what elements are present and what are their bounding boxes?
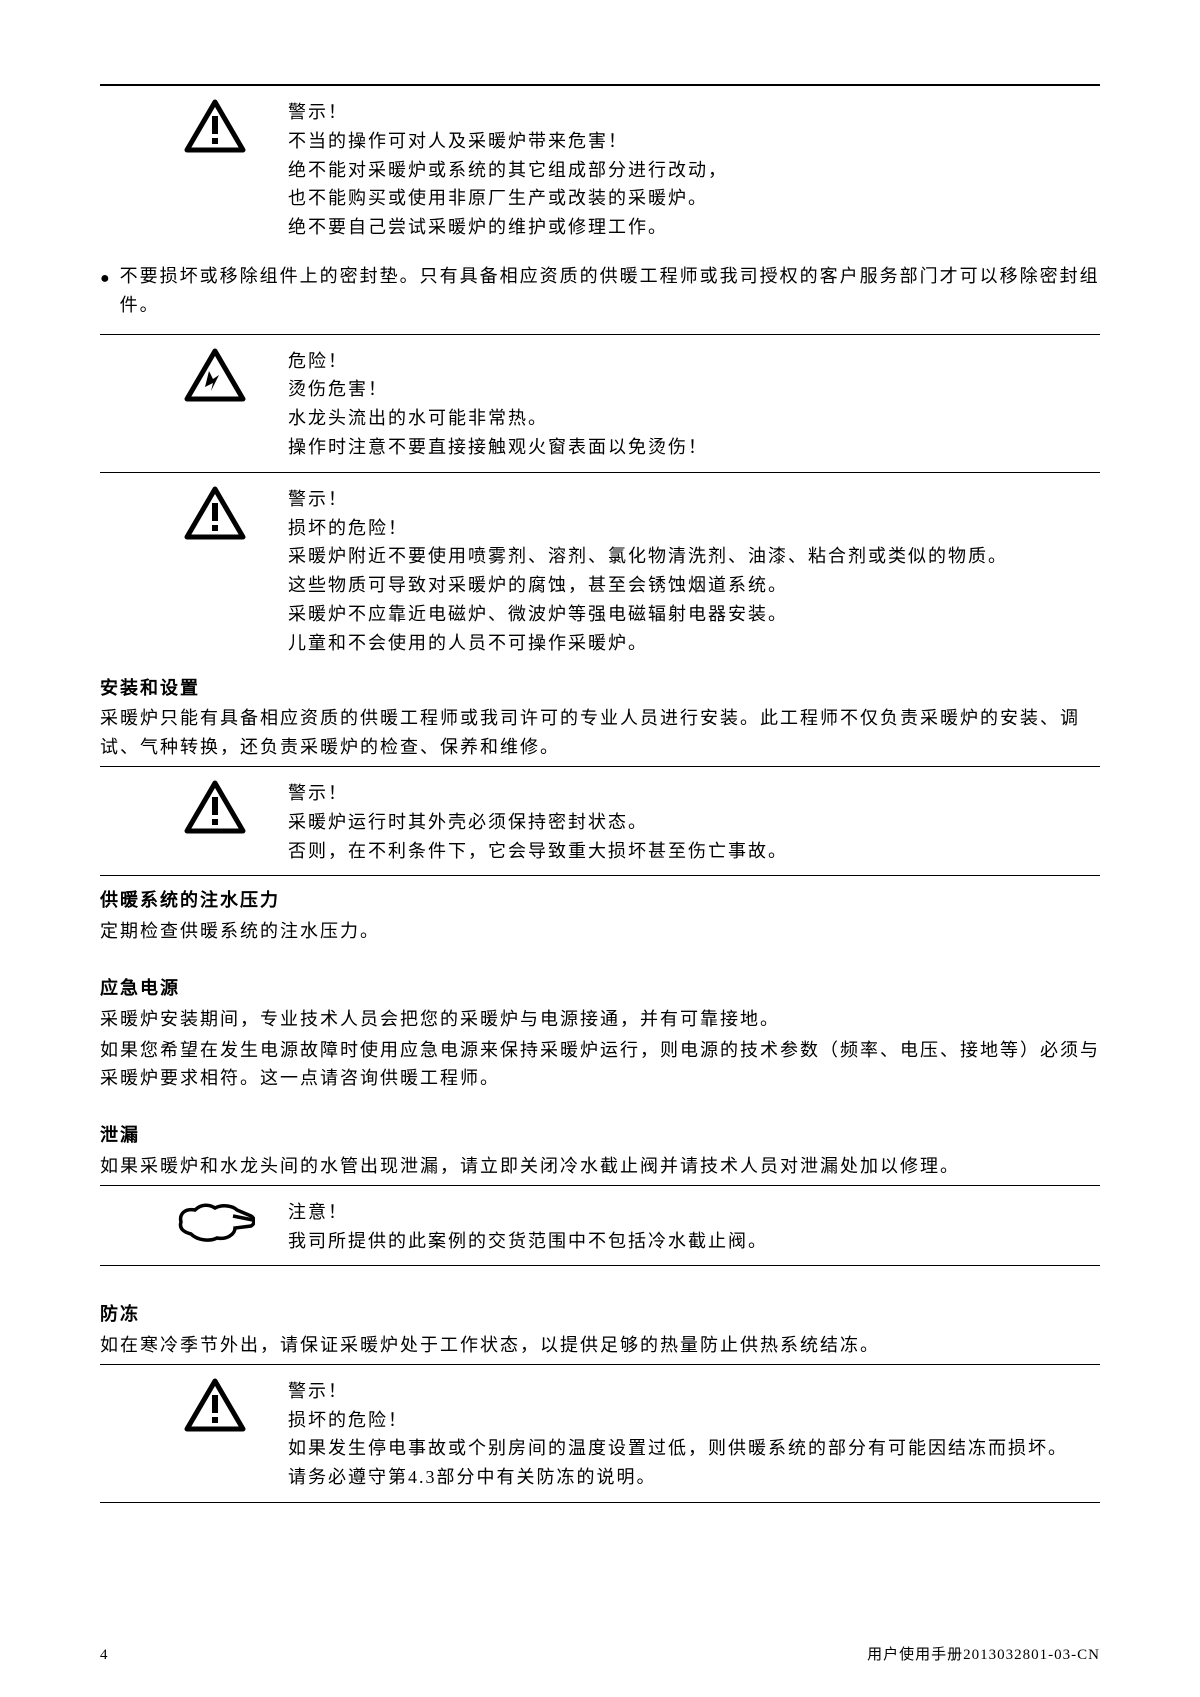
warning-line: 请务必遵守第4.3部分中有关防冻的说明。 [288,1463,1100,1492]
warning-line: 不当的操作可对人及采暖炉带来危害！ [288,127,1100,156]
rule [100,875,1100,876]
rule [100,334,1100,335]
danger-icon [170,347,260,403]
section-title-power: 应急电源 [100,974,1100,1003]
bullet-text: 不要损坏或移除组件上的密封垫。只有具备相应资质的供暖工程师或我司授权的客户服务部… [120,262,1100,320]
warning-line: 也不能购买或使用非原厂生产或改装的采暖炉。 [288,184,1100,213]
warning-title: 警示！ [288,485,1100,514]
document-id: 用户使用手册2013032801-03-CN [867,1643,1100,1667]
warning-line: 否则，在不利条件下，它会导致重大损坏甚至伤亡事故。 [288,837,1100,866]
section-body: 采暖炉只能有具备相应资质的供暖工程师或我司许可的专业人员进行安装。此工程师不仅负… [100,704,1100,762]
rule [100,766,1100,767]
warning-block-3: 警示！ 采暖炉运行时其外壳必须保持密封状态。 否则，在不利条件下，它会导致重大损… [100,773,1100,871]
section-title-pressure: 供暖系统的注水压力 [100,886,1100,915]
section-body: 定期检查供暖系统的注水压力。 [100,917,1100,946]
warning-line: 采暖炉不应靠近电磁炉、微波炉等强电磁辐射电器安装。 [288,600,1100,629]
warning-line: 绝不要自己尝试采暖炉的维护或修理工作。 [288,213,1100,242]
rule [100,472,1100,473]
rule [100,1364,1100,1365]
note-block: 注意！ 我司所提供的此案例的交货范围中不包括冷水截止阀。 [100,1192,1100,1262]
warning-icon [170,485,260,541]
danger-line: 操作时注意不要直接接触观火窗表面以免烫伤！ [288,433,1100,462]
bullet-icon: ● [100,262,112,292]
warning-title: 警示！ [288,779,1100,808]
section-body: 如果采暖炉和水龙头间的水管出现泄漏，请立即关闭冷水截止阀并请技术人员对泄漏处加以… [100,1152,1100,1181]
rule [100,84,1100,86]
warning-line: 儿童和不会使用的人员不可操作采暖炉。 [288,629,1100,658]
page-footer: 4 用户使用手册2013032801-03-CN [100,1643,1100,1667]
warning-block-2: 警示！ 损坏的危险！ 采暖炉附近不要使用喷雾剂、溶剂、氯化物清洗剂、油漆、粘合剂… [100,479,1100,664]
rule [100,1502,1100,1503]
warning-title: 警示！ [288,1377,1100,1406]
rule [100,1185,1100,1186]
rule [100,1265,1100,1266]
warning-line: 如果发生停电事故或个别房间的温度设置过低，则供暖系统的部分有可能因结冻而损坏。 [288,1434,1100,1463]
warning-line: 采暖炉附近不要使用喷雾剂、溶剂、氯化物清洗剂、油漆、粘合剂或类似的物质。 [288,542,1100,571]
section-body: 如果您希望在发生电源故障时使用应急电源来保持采暖炉运行，则电源的技术参数（频率、… [100,1036,1100,1094]
warning-icon [170,779,260,835]
danger-block: 危险！ 烫伤危害！ 水龙头流出的水可能非常热。 操作时注意不要直接接触观火窗表面… [100,341,1100,468]
warning-line: 采暖炉运行时其外壳必须保持密封状态。 [288,808,1100,837]
warning-icon [170,98,260,154]
section-title-antifreeze: 防冻 [100,1300,1100,1329]
danger-line: 烫伤危害！ [288,375,1100,404]
danger-title: 危险！ [288,347,1100,376]
section-body: 如在寒冷季节外出，请保证采暖炉处于工作状态，以提供足够的热量防止供热系统结冻。 [100,1331,1100,1360]
warning-line: 绝不能对采暖炉或系统的其它组成部分进行改动， [288,156,1100,185]
section-title-install: 安装和设置 [100,674,1100,703]
warning-line: 这些物质可导致对采暖炉的腐蚀，甚至会锈蚀烟道系统。 [288,571,1100,600]
warning-line: 损坏的危险！ [288,514,1100,543]
warning-title: 警示！ [288,98,1100,127]
note-title: 注意！ [288,1198,1100,1227]
warning-line: 损坏的危险！ [288,1406,1100,1435]
bullet-item: ● 不要损坏或移除组件上的密封垫。只有具备相应资质的供暖工程师或我司授权的客户服… [100,248,1100,330]
warning-block-1: 警示！ 不当的操作可对人及采暖炉带来危害！ 绝不能对采暖炉或系统的其它组成部分进… [100,92,1100,248]
section-title-leak: 泄漏 [100,1121,1100,1150]
page-number: 4 [100,1643,109,1667]
note-line: 我司所提供的此案例的交货范围中不包括冷水截止阀。 [288,1227,1100,1256]
warning-icon [170,1377,260,1433]
danger-line: 水龙头流出的水可能非常热。 [288,404,1100,433]
pointing-hand-icon [170,1198,260,1244]
warning-block-4: 警示！ 损坏的危险！ 如果发生停电事故或个别房间的温度设置过低，则供暖系统的部分… [100,1371,1100,1498]
section-body: 采暖炉安装期间，专业技术人员会把您的采暖炉与电源接通，并有可靠接地。 [100,1005,1100,1034]
